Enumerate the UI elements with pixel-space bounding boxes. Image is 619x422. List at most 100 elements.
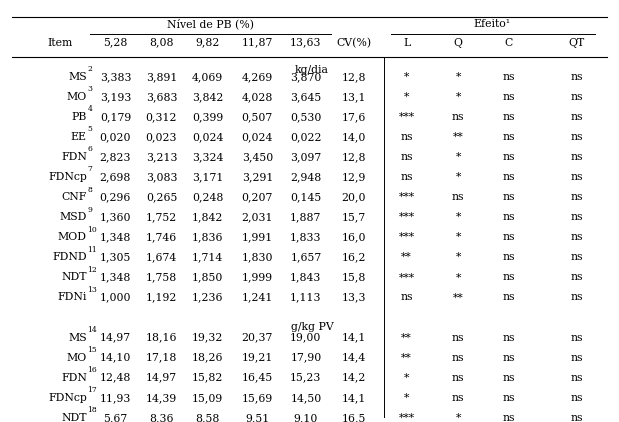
Text: 15,09: 15,09 [192,393,223,403]
Text: ***: *** [399,232,415,242]
Text: 0,024: 0,024 [192,132,223,142]
Text: 15,23: 15,23 [290,373,321,383]
Text: PB: PB [72,112,87,122]
Text: 17,6: 17,6 [342,112,366,122]
Text: 1,991: 1,991 [241,232,273,242]
Text: QT: QT [568,38,584,48]
Text: 13,3: 13,3 [342,292,366,303]
Text: 20,37: 20,37 [241,333,273,343]
Text: 3,083: 3,083 [145,172,177,182]
Text: 1,192: 1,192 [146,292,177,303]
Text: 12,48: 12,48 [100,373,131,383]
Text: ***: *** [399,192,415,202]
Text: 3,213: 3,213 [145,152,177,162]
Text: 1,348: 1,348 [100,272,131,282]
Text: 1,348: 1,348 [100,232,131,242]
Text: ns: ns [400,172,413,182]
Text: ns: ns [570,393,582,403]
Text: 12: 12 [87,266,97,274]
Text: 15,8: 15,8 [342,272,366,282]
Text: 18,26: 18,26 [192,353,223,362]
Text: ***: *** [399,413,415,422]
Text: ns: ns [452,353,464,362]
Text: 13: 13 [87,286,97,294]
Text: Efeito¹: Efeito¹ [473,19,510,29]
Text: 1,360: 1,360 [100,212,131,222]
Text: 2,698: 2,698 [100,172,131,182]
Text: ns: ns [570,272,582,282]
Text: 0,145: 0,145 [290,192,321,202]
Text: ns: ns [502,212,515,222]
Text: 11: 11 [87,246,97,254]
Text: 11,93: 11,93 [100,393,131,403]
Text: 14,97: 14,97 [146,373,177,383]
Text: 1,746: 1,746 [146,232,177,242]
Text: ns: ns [452,112,464,122]
Text: 1,657: 1,657 [290,252,321,262]
Text: Q: Q [454,38,462,48]
Text: 14,97: 14,97 [100,333,131,343]
Text: 14,1: 14,1 [342,393,366,403]
Text: *: * [404,92,409,102]
Text: MO: MO [67,92,87,102]
Text: 1,842: 1,842 [192,212,223,222]
Text: ns: ns [502,72,515,82]
Text: Item: Item [47,38,72,48]
Text: FDND: FDND [52,252,87,262]
Text: 8,58: 8,58 [196,413,220,422]
Text: NDT: NDT [61,413,87,422]
Text: 8: 8 [87,186,92,194]
Text: 14,50: 14,50 [290,393,321,403]
Text: ns: ns [570,232,582,242]
Text: 0,296: 0,296 [100,192,131,202]
Text: 1,241: 1,241 [241,292,273,303]
Text: *: * [456,232,461,242]
Text: *: * [404,72,409,82]
Text: 16,0: 16,0 [342,232,366,242]
Text: ns: ns [452,373,464,383]
Text: 14,4: 14,4 [342,353,366,362]
Text: 18,16: 18,16 [145,333,177,343]
Text: 16,45: 16,45 [241,373,273,383]
Text: 2: 2 [87,65,92,73]
Text: 3,645: 3,645 [290,92,321,102]
Text: 19,32: 19,32 [192,333,223,343]
Text: ns: ns [502,192,515,202]
Text: 16,5: 16,5 [342,413,366,422]
Text: 0,265: 0,265 [146,192,177,202]
Text: ns: ns [570,192,582,202]
Text: 17,18: 17,18 [146,353,177,362]
Text: ***: *** [399,272,415,282]
Text: ***: *** [399,112,415,122]
Text: FDNcp: FDNcp [48,393,87,403]
Text: 0,312: 0,312 [145,112,177,122]
Text: 13,1: 13,1 [342,92,366,102]
Text: 1,000: 1,000 [100,292,131,303]
Text: 4,269: 4,269 [241,72,273,82]
Text: 3,683: 3,683 [145,92,177,102]
Text: ns: ns [570,112,582,122]
Text: ns: ns [502,132,515,142]
Text: ns: ns [452,192,464,202]
Text: 14,2: 14,2 [342,373,366,383]
Text: ns: ns [570,92,582,102]
Text: 19,21: 19,21 [241,353,273,362]
Text: FDNi: FDNi [58,292,87,303]
Text: ns: ns [570,172,582,182]
Text: *: * [456,212,461,222]
Text: 20,0: 20,0 [342,192,366,202]
Text: ns: ns [570,152,582,162]
Text: ns: ns [570,252,582,262]
Text: **: ** [401,353,412,362]
Text: 4,069: 4,069 [192,72,223,82]
Text: *: * [404,393,409,403]
Text: 5,28: 5,28 [103,38,128,48]
Text: ns: ns [452,393,464,403]
Text: ns: ns [502,252,515,262]
Text: ns: ns [452,333,464,343]
Text: 0,399: 0,399 [192,112,223,122]
Text: L: L [403,38,410,48]
Text: MOD: MOD [58,232,87,242]
Text: 10: 10 [87,226,97,234]
Text: 15,82: 15,82 [192,373,223,383]
